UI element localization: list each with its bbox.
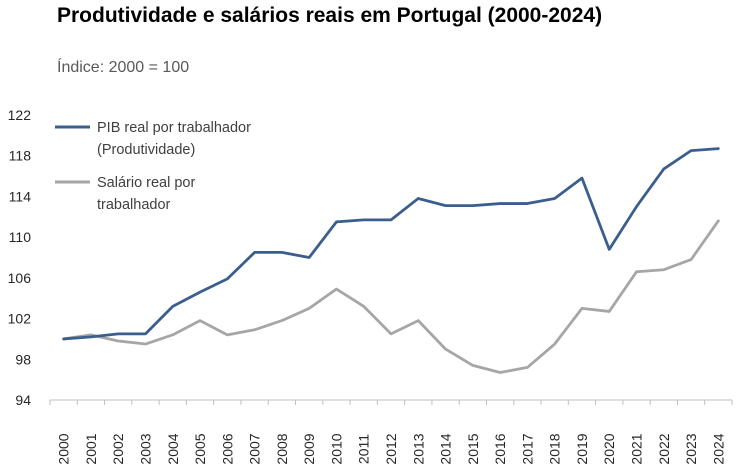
x-tick-label: 2016 bbox=[492, 433, 508, 464]
x-tick-label: 2015 bbox=[465, 433, 481, 464]
y-axis: 94 98 102 106 110 114 118 122 bbox=[8, 107, 32, 408]
x-tick-label: 2024 bbox=[710, 433, 726, 464]
x-tick-label: 2004 bbox=[165, 433, 181, 464]
y-tick-label: 106 bbox=[8, 270, 32, 286]
x-tick-label: 2021 bbox=[629, 433, 645, 464]
x-tick-label: 2006 bbox=[219, 433, 235, 464]
x-tick-label: 2011 bbox=[356, 434, 372, 464]
chart-subtitle: Índice: 2000 = 100 bbox=[57, 57, 189, 76]
x-tick-label: 2005 bbox=[192, 433, 208, 464]
x-axis: 2000 2001 2002 2003 2004 2005 2006 2007 2008 2009… bbox=[49, 400, 733, 465]
x-tick-label: 2010 bbox=[328, 433, 344, 464]
chart-title: Produtividade e salários reais em Portug… bbox=[57, 4, 602, 27]
legend-label-wage-line2: trabalhador bbox=[97, 197, 171, 213]
y-tick-label: 98 bbox=[15, 351, 31, 367]
series-line-wage bbox=[62, 219, 720, 374]
y-tick-label: 118 bbox=[9, 148, 32, 164]
x-tick-label: 2019 bbox=[574, 433, 590, 464]
x-tick-label: 2017 bbox=[519, 433, 535, 464]
x-tick-label: 2022 bbox=[656, 433, 672, 464]
series-line-productivity bbox=[62, 147, 720, 341]
x-tick-label: 2014 bbox=[438, 433, 454, 464]
series-layer bbox=[62, 147, 720, 374]
y-tick-label: 94 bbox=[15, 392, 31, 408]
x-tick-label: 2000 bbox=[56, 433, 72, 464]
x-tick-label: 2012 bbox=[383, 433, 399, 464]
x-tick-label: 2002 bbox=[110, 433, 126, 464]
x-tick-label: 2007 bbox=[247, 433, 263, 464]
y-tick-label: 110 bbox=[9, 229, 32, 245]
x-tick-label: 2018 bbox=[547, 433, 563, 464]
x-tick-label: 2023 bbox=[683, 433, 699, 464]
legend-item-productivity: PIB real por trabalhador (Produtividade) bbox=[55, 120, 251, 158]
legend-label-productivity-line2: (Produtividade) bbox=[97, 142, 195, 158]
legend-label-productivity-line1: PIB real por trabalhador bbox=[97, 120, 251, 136]
x-tick-label: 2013 bbox=[410, 433, 426, 464]
x-tick-label: 2003 bbox=[137, 433, 153, 464]
x-tick-label: 2008 bbox=[274, 433, 290, 464]
y-tick-label: 114 bbox=[9, 188, 32, 204]
legend-item-wage: Salário real por trabalhador bbox=[55, 175, 195, 213]
y-tick-label: 102 bbox=[8, 311, 32, 327]
x-tick-label: 2001 bbox=[83, 433, 99, 464]
x-tick-label: 2020 bbox=[601, 433, 617, 464]
legend-label-wage-line1: Salário real por bbox=[97, 175, 195, 191]
x-tick-label: 2009 bbox=[301, 433, 317, 464]
legend: PIB real por trabalhador (Produtividade)… bbox=[55, 120, 251, 213]
y-tick-label: 122 bbox=[8, 107, 32, 123]
